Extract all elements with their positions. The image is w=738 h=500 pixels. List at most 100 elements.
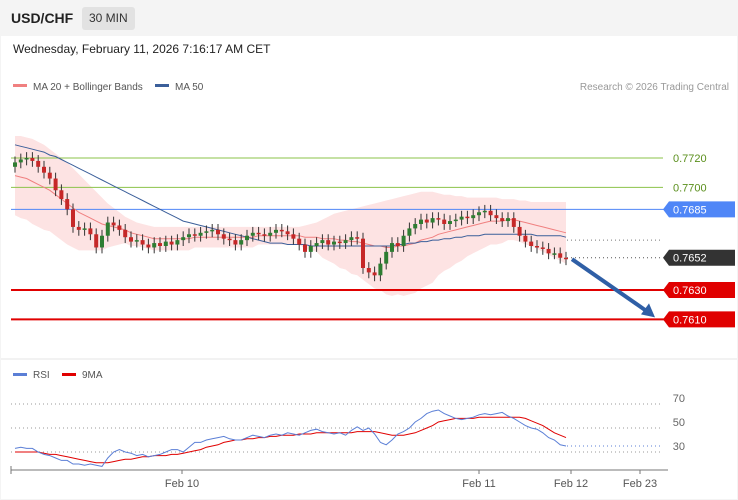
candle <box>413 218 418 235</box>
rsi-9ma-line <box>15 416 567 464</box>
candle <box>13 156 17 173</box>
candle <box>320 234 325 249</box>
candle <box>366 262 371 279</box>
candle <box>134 234 139 248</box>
candle <box>158 237 162 252</box>
candle <box>117 219 122 236</box>
price-level-labels: 0.7720 0.7700 0.7685 0.7652 0.7630 0.7610 <box>663 153 735 328</box>
candle <box>436 212 441 226</box>
level-label: 0.7685 <box>673 204 707 216</box>
price-levels <box>11 157 668 321</box>
candle <box>395 237 400 252</box>
candle <box>76 221 81 236</box>
candle <box>419 213 423 230</box>
candle <box>424 213 429 229</box>
candle <box>216 224 220 241</box>
level-label: 0.7652 <box>673 253 707 265</box>
legend-swatch-rsi <box>13 373 27 376</box>
candle <box>210 224 215 238</box>
candle <box>448 215 452 230</box>
candle <box>59 184 64 205</box>
forecast-arrow-head <box>641 303 655 318</box>
candle <box>181 231 186 246</box>
candle <box>552 247 557 260</box>
candle <box>18 153 23 169</box>
legend-label-9ma: 9MA <box>82 370 103 381</box>
candle <box>314 237 319 252</box>
rsi-tick-label: 30 <box>673 441 685 453</box>
candle <box>355 231 360 245</box>
candle <box>500 212 505 227</box>
candle <box>111 216 116 232</box>
timestamp-label: Wednesday, February 11, 2026 7:16:17 AM … <box>13 42 271 56</box>
x-tick-label: Feb 11 <box>462 478 495 490</box>
candle <box>558 247 563 264</box>
candle <box>192 228 197 242</box>
level-tag <box>663 311 735 328</box>
candle <box>477 206 481 222</box>
candle <box>349 231 354 246</box>
ma50-line <box>14 144 567 247</box>
level-label: 0.7720 <box>673 153 707 165</box>
candle <box>140 234 145 251</box>
candle <box>221 228 226 245</box>
candle <box>187 228 191 244</box>
candle <box>332 235 336 251</box>
candle <box>546 243 551 260</box>
timeframe-button[interactable]: 30 MIN <box>82 7 135 30</box>
candle <box>285 225 290 241</box>
rsi-lines <box>14 409 663 467</box>
candle <box>401 229 406 252</box>
candle <box>36 155 41 173</box>
candle <box>482 204 487 219</box>
candle <box>506 212 510 227</box>
legend-swatch-ma50 <box>155 84 169 87</box>
candle <box>198 226 203 242</box>
level-tag <box>663 249 735 266</box>
forecast-arrow-shaft <box>570 257 649 313</box>
symbol-label: USD/CHF <box>11 10 74 26</box>
bollinger-band-fill <box>15 136 566 296</box>
candle <box>430 212 435 229</box>
candle <box>337 235 342 249</box>
level-label: 0.7610 <box>673 314 707 326</box>
rsi-line <box>14 409 567 467</box>
candle <box>42 160 46 179</box>
candle <box>146 238 151 254</box>
candle <box>326 234 331 251</box>
level-tag <box>663 201 735 218</box>
candle <box>465 210 470 224</box>
rsi-tick-label: 70 <box>673 393 685 405</box>
x-tick-label: Feb 10 <box>165 478 199 490</box>
candle <box>471 209 476 224</box>
rsi-tick-label: 50 <box>673 417 685 429</box>
legend-label-rsi: RSI <box>33 370 50 381</box>
x-tick-label: Feb 23 <box>623 478 657 490</box>
chart-header: USD/CHF 30 MIN <box>0 0 738 36</box>
candle <box>384 246 389 270</box>
candle <box>245 229 249 246</box>
candle <box>65 193 70 216</box>
candle <box>100 229 104 254</box>
candle <box>390 237 394 258</box>
candle <box>175 234 180 251</box>
candle <box>378 257 383 282</box>
candle <box>488 204 493 222</box>
level-label: 0.7700 <box>673 182 707 194</box>
candle <box>523 229 528 248</box>
candle <box>129 231 133 248</box>
candle <box>71 203 75 233</box>
legend-swatch-ma20 <box>13 84 27 87</box>
bollinger-bands <box>15 136 566 296</box>
legend-label-ma20: MA 20 + Bollinger Bands <box>33 82 143 93</box>
candle <box>94 228 99 254</box>
candle <box>535 240 539 254</box>
candle <box>529 235 534 252</box>
candle <box>268 226 273 242</box>
candle <box>297 232 302 251</box>
candle <box>459 210 464 226</box>
candle <box>407 222 412 242</box>
candle <box>88 222 93 241</box>
candle <box>494 209 499 224</box>
candle <box>372 266 377 282</box>
